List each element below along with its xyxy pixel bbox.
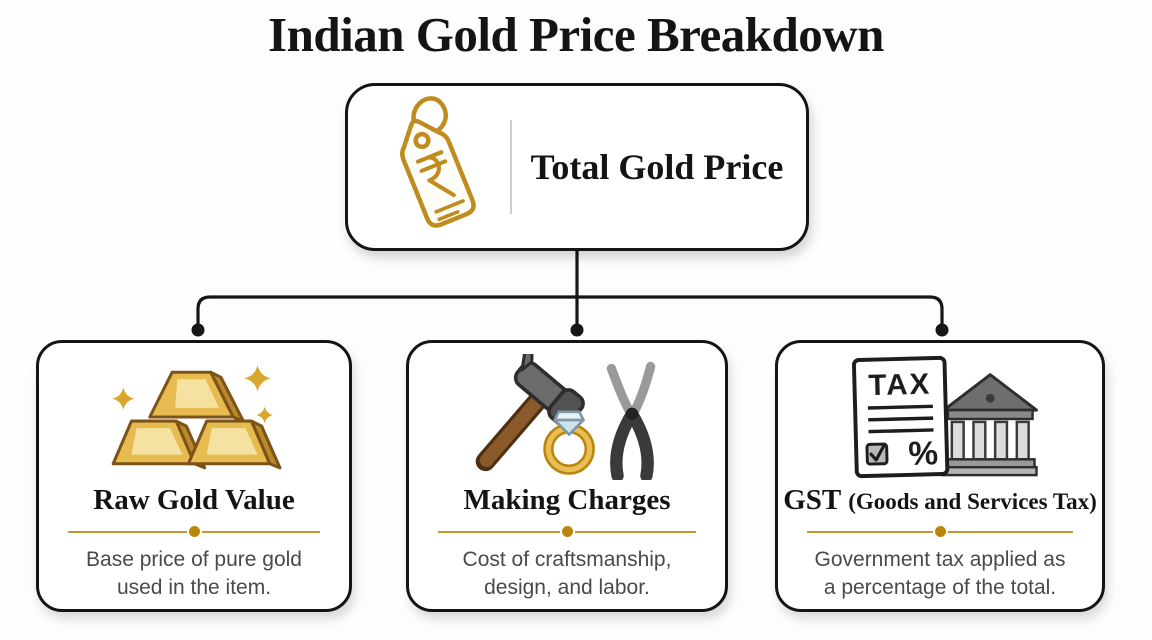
card-description: Government tax applied as a percentage o… — [814, 548, 1066, 600]
svg-text:TAX: TAX — [868, 368, 932, 403]
card-title-making-charges: Making Charges — [463, 484, 671, 516]
bank-building — [940, 373, 1038, 477]
svg-text:%: % — [908, 435, 939, 473]
connector-dot-center — [570, 323, 584, 337]
root-node-label: Total Gold Price — [530, 147, 784, 187]
divider-dot — [934, 526, 946, 538]
jewelry-tools-icon — [469, 351, 665, 483]
page-title: Indian Gold Price Breakdown — [268, 7, 884, 62]
connector-horizontal-branch — [196, 295, 944, 331]
tax-document-bank-icon: TAX % — [840, 351, 1040, 483]
divider-dot — [561, 526, 573, 538]
card-description: Cost of craftsmanship, design, and labor… — [462, 548, 672, 600]
connector-dot-right — [935, 323, 949, 337]
root-node-divider — [510, 120, 512, 214]
divider-dot — [188, 526, 200, 538]
gold-divider — [438, 526, 696, 538]
connector-dot-left — [191, 323, 205, 337]
card-gst: TAX % GST (Goods and Services Tax) Govern… — [775, 340, 1105, 612]
card-raw-gold-value: Raw Gold Value Base price of pure gold u… — [36, 340, 352, 612]
card-title-gst: GST (Goods and Services Tax) — [783, 484, 1097, 516]
gold-bars-icon — [105, 351, 283, 483]
total-gold-price-node: Total Gold Price — [345, 83, 809, 251]
rupee-price-tag-icon — [374, 94, 496, 240]
card-title-raw-gold-value: Raw Gold Value — [93, 484, 295, 516]
card-description: Base price of pure gold used in the item… — [86, 548, 302, 600]
gold-divider — [68, 526, 320, 538]
card-making-charges: Making Charges Cost of craftsmanship, de… — [406, 340, 728, 612]
gold-divider — [807, 526, 1073, 538]
